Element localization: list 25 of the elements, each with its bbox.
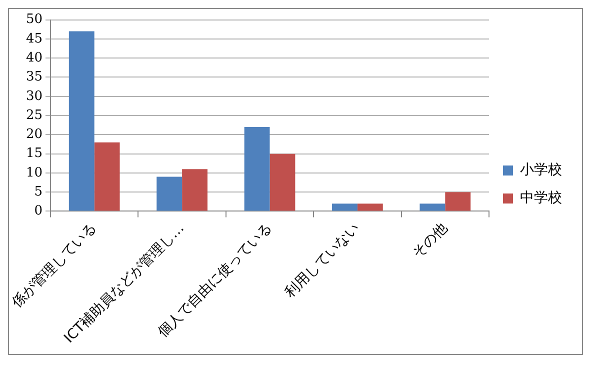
y-tick-label: 30 xyxy=(26,88,42,104)
bar xyxy=(445,192,471,211)
bar xyxy=(357,204,383,211)
y-tick-label: 20 xyxy=(26,127,42,142)
y-tick-label: 0 xyxy=(34,204,42,219)
x-tick-label: その他 xyxy=(410,220,451,262)
y-tick-label: 10 xyxy=(26,165,42,180)
y-tick-label: 50 xyxy=(26,12,42,28)
bar xyxy=(244,127,270,211)
bar xyxy=(270,154,296,211)
bar xyxy=(94,142,120,211)
bar xyxy=(332,204,358,211)
y-tick-label: 40 xyxy=(26,50,42,66)
bar xyxy=(182,169,208,211)
legend-label: 中学校 xyxy=(520,190,562,206)
y-tick-label: 45 xyxy=(26,31,42,46)
y-tick-label: 15 xyxy=(26,146,42,162)
y-tick-label: 25 xyxy=(26,108,42,123)
bar xyxy=(68,31,94,211)
bar xyxy=(156,176,182,211)
x-tick-label: 利用していない xyxy=(282,220,363,301)
y-tick-label: 5 xyxy=(34,184,42,200)
bar xyxy=(420,204,446,211)
legend-label: 小学校 xyxy=(520,162,562,178)
y-tick-label: 35 xyxy=(26,70,42,85)
